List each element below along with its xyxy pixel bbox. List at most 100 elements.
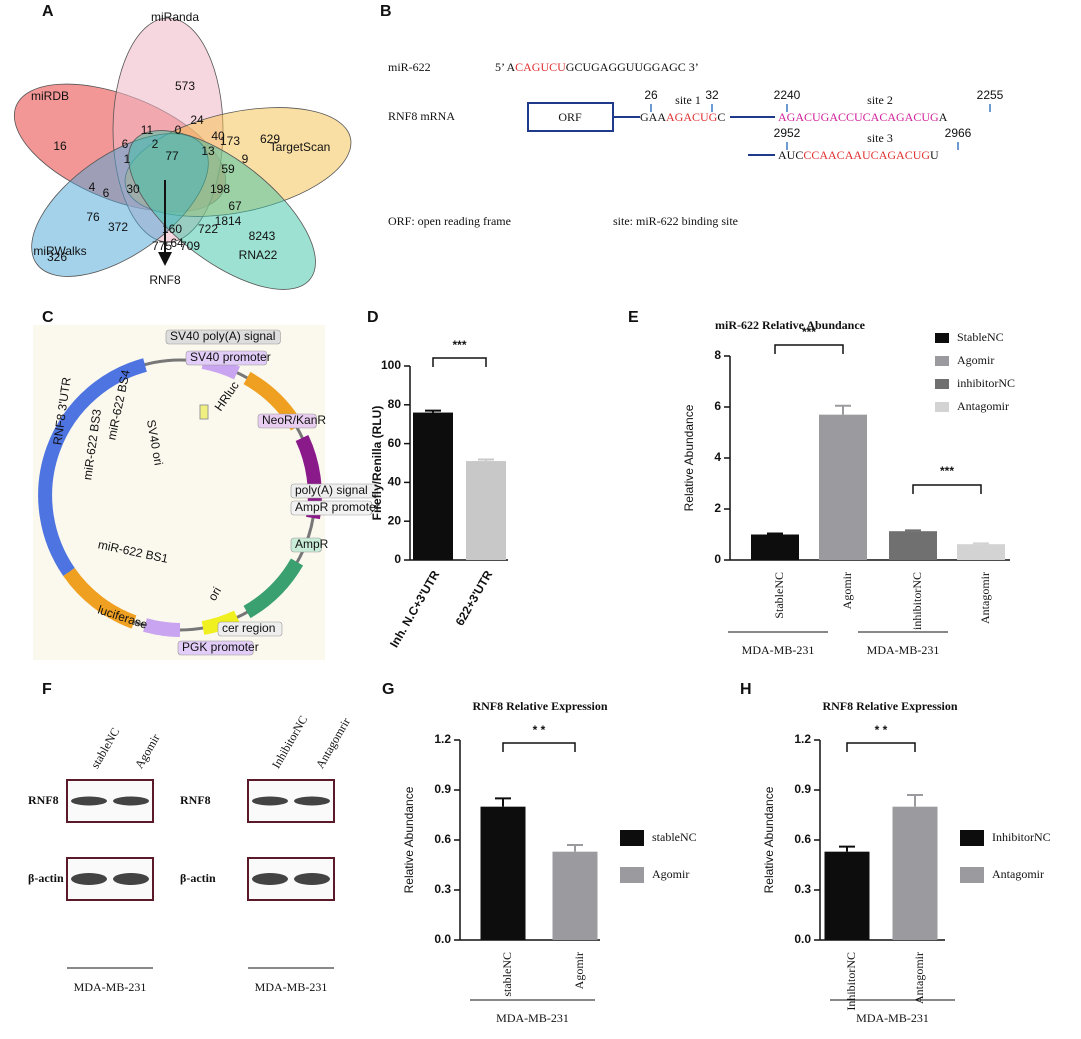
feature-pgk xyxy=(143,618,181,637)
site-start: 2952 xyxy=(774,126,801,140)
site-label: site 1 xyxy=(675,93,701,107)
bar xyxy=(892,806,938,940)
y-tick-label: 0 xyxy=(714,552,721,566)
venn-count: 1 xyxy=(124,152,131,166)
lane-label: Agomir xyxy=(132,732,163,771)
venn-count: 4 xyxy=(89,180,96,194)
venn-count: 372 xyxy=(108,220,128,234)
band xyxy=(71,873,107,885)
plasmid-label: poly(A) signal xyxy=(295,483,368,497)
sequence-part: AUC xyxy=(778,148,803,162)
x-tick-label: Agomir xyxy=(572,952,586,989)
panel-label: G xyxy=(382,681,394,698)
group-label: MDA-MB-231 xyxy=(856,1011,929,1025)
lane-label: InhibitorNC xyxy=(269,713,310,771)
plasmid-label-box xyxy=(290,537,322,553)
error-bar xyxy=(835,404,851,415)
sequence-part: CCAACAAUCAGACUG xyxy=(803,148,930,162)
legend-label: Antagomir xyxy=(957,399,1009,413)
band xyxy=(113,873,149,885)
mirna-label: miR-622 xyxy=(388,60,431,74)
x-tick-label: stableNC xyxy=(500,952,514,997)
venn-count: 722 xyxy=(198,222,218,236)
bar xyxy=(957,544,1005,560)
sequence-part: GCUGAGGUUGGAGC 3’ xyxy=(566,60,699,74)
chart-title: RNF8 Relative Expression xyxy=(822,699,957,713)
error-bar xyxy=(839,845,855,852)
venn-count: 64 xyxy=(170,236,184,250)
y-tick-label: 0.6 xyxy=(434,832,451,846)
band xyxy=(294,796,330,806)
venn-set-label: miRanda xyxy=(151,10,199,24)
y-tick-label: 20 xyxy=(388,513,402,527)
venn-count: 1814 xyxy=(215,214,242,228)
venn-count: 30 xyxy=(126,182,140,196)
chart-title: miR-622 Relative Abundance xyxy=(715,318,866,332)
x-tick-label: Inh. N.C+3'UTR xyxy=(387,568,443,650)
row-label: RNF8 xyxy=(180,793,211,807)
bar xyxy=(480,806,526,940)
panel-label: H xyxy=(740,681,752,698)
plasmid-label-box xyxy=(165,329,281,345)
legend-swatch xyxy=(935,402,949,412)
plasmid-label-box xyxy=(290,500,373,516)
y-tick-label: 80 xyxy=(388,397,402,411)
venn-count: 24 xyxy=(190,113,204,127)
plasmid-label: AmpR xyxy=(295,537,329,551)
plasmid-label-box xyxy=(217,621,283,637)
sequence-legend: ORF: open reading frame xyxy=(388,214,511,228)
lane-label: stableNC xyxy=(88,725,122,771)
orf-label: ORF xyxy=(558,110,582,124)
site-start: 2240 xyxy=(774,88,801,102)
mrna-label: RNF8 mRNA xyxy=(388,109,455,123)
sv40-ori-mark xyxy=(199,404,209,420)
error-bar xyxy=(973,542,989,545)
legend-swatch xyxy=(960,830,984,846)
significance-label: * * xyxy=(875,723,888,737)
sequence-part: AGACUG xyxy=(666,110,718,124)
error-bar xyxy=(425,409,441,413)
venn-count: 709 xyxy=(180,239,200,253)
row-label: RNF8 xyxy=(28,793,59,807)
panel-label: A xyxy=(42,3,54,20)
error-bar xyxy=(907,794,923,807)
sequence-part: 5’ A xyxy=(495,60,515,74)
panel-label: D xyxy=(367,309,379,326)
panel-label: B xyxy=(380,3,392,20)
site-ticks xyxy=(650,104,991,150)
significance-label: * * xyxy=(533,723,546,737)
venn-count: 11 xyxy=(141,123,154,137)
cell-line: MDA-MB-231 xyxy=(255,980,328,994)
sequence-legend: site: miR-622 binding site xyxy=(613,214,738,228)
y-axis-label: Relative Abundance xyxy=(762,786,776,893)
venn-count: 77 xyxy=(165,149,179,163)
legend-label: Agomir xyxy=(957,353,994,367)
sequence: AUCCCAACAAUCAGACUGU xyxy=(778,148,939,162)
venn-ellipses xyxy=(13,17,352,290)
y-tick-label: 6 xyxy=(714,399,721,413)
y-tick-label: 4 xyxy=(714,450,721,464)
group-label: MDA-MB-231 xyxy=(867,643,940,657)
venn-count: 0 xyxy=(175,123,182,137)
y-tick-label: 1.2 xyxy=(794,732,811,746)
venn-set-label: RNA22 xyxy=(239,248,278,262)
panel-label: E xyxy=(628,309,639,326)
venn-arrow-head xyxy=(158,252,172,266)
site-end: 2966 xyxy=(945,126,972,140)
venn-count: 9 xyxy=(242,152,249,166)
significance-bracket xyxy=(846,742,916,752)
panel-label: F xyxy=(42,681,52,698)
venn-count: 775 xyxy=(152,239,172,253)
significance-bracket xyxy=(432,357,487,367)
chart-title: RNF8 Relative Expression xyxy=(472,699,607,713)
site-end: 2255 xyxy=(977,88,1004,102)
significance-label: *** xyxy=(940,464,954,478)
error-bar xyxy=(767,532,783,535)
x-tick-label: Antagomir xyxy=(912,952,926,1004)
venn-count: 6 xyxy=(103,186,110,200)
y-tick-label: 60 xyxy=(388,436,402,450)
venn-count: 326 xyxy=(47,250,67,264)
sequence: GAAAGACUGC xyxy=(640,110,725,124)
band xyxy=(294,873,330,885)
legend-swatch xyxy=(620,867,644,883)
